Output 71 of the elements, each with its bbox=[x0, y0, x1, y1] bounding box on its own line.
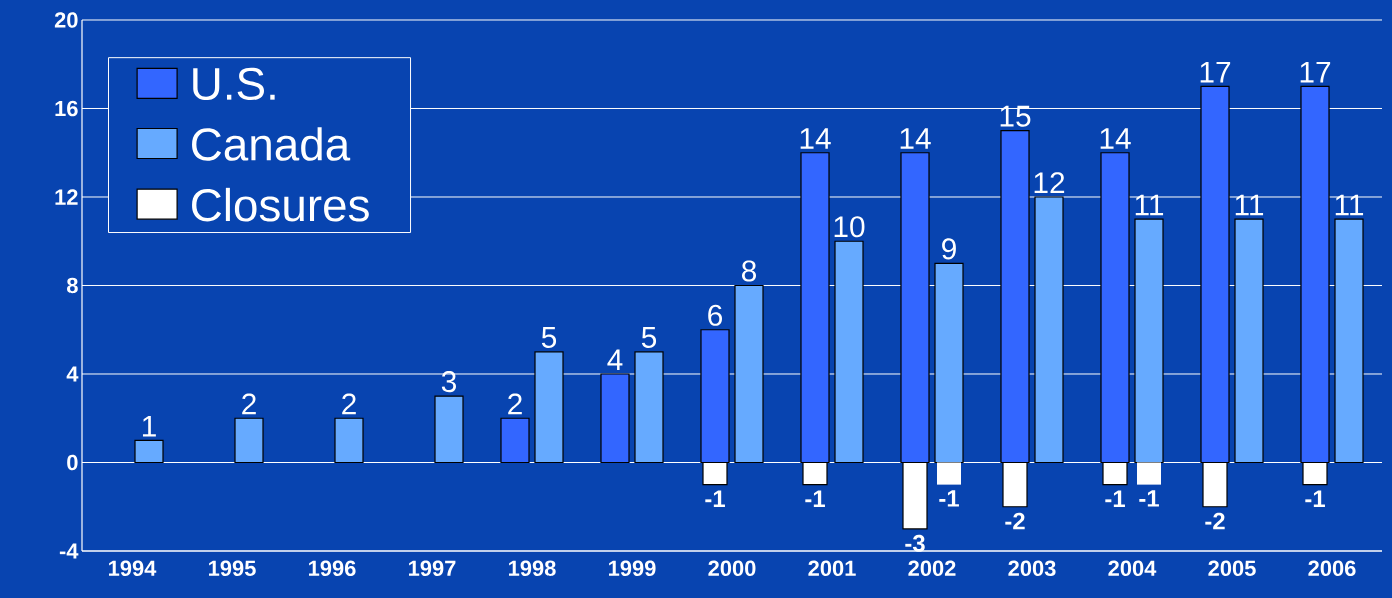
bar bbox=[834, 240, 864, 464]
data-label: 11 bbox=[1335, 194, 1364, 216]
x-tick-label: 2002 bbox=[908, 560, 956, 577]
bar bbox=[334, 417, 364, 464]
bar bbox=[434, 395, 464, 464]
legend-label: U.S. bbox=[193, 67, 275, 101]
data-label: 5 bbox=[641, 327, 657, 348]
x-tick-label: 1994 bbox=[109, 560, 157, 577]
y-tick-label: 12 bbox=[55, 189, 78, 205]
bar bbox=[734, 284, 764, 464]
data-label: 15 bbox=[1000, 105, 1031, 127]
x-tick-label: 2006 bbox=[1308, 560, 1356, 577]
bar bbox=[134, 439, 164, 464]
data-label: -1 bbox=[1305, 490, 1325, 507]
bar bbox=[500, 417, 530, 464]
bar bbox=[934, 262, 964, 464]
data-label: 14 bbox=[900, 128, 931, 149]
x-tick-label: 1998 bbox=[509, 560, 556, 577]
data-label: 14 bbox=[1100, 128, 1131, 149]
data-label: 12 bbox=[1034, 172, 1065, 194]
data-label: 9 bbox=[942, 238, 956, 260]
data-label: 11 bbox=[1135, 194, 1164, 216]
data-label: 2 bbox=[508, 393, 522, 415]
x-tick-label: 1996 bbox=[309, 560, 356, 577]
bar bbox=[1234, 218, 1264, 464]
x-tick-label: 2000 bbox=[708, 560, 756, 577]
bar bbox=[1034, 196, 1064, 464]
bar bbox=[1134, 218, 1164, 464]
bar bbox=[937, 462, 961, 485]
x-tick-label: 1997 bbox=[409, 560, 456, 577]
y-tick-label: -4 bbox=[59, 543, 79, 559]
data-label: -1 bbox=[939, 490, 959, 507]
data-label: 3 bbox=[441, 371, 456, 393]
legend-label: Canada bbox=[192, 127, 351, 161]
bar bbox=[1334, 218, 1364, 464]
data-label: 6 bbox=[708, 304, 722, 326]
bar bbox=[600, 373, 630, 464]
data-label: 2 bbox=[342, 393, 356, 415]
legend-label: Closures bbox=[192, 187, 369, 222]
data-label: 10 bbox=[834, 216, 865, 238]
data-label: 1 bbox=[142, 415, 156, 437]
x-tick-label: 1995 bbox=[209, 560, 256, 577]
y-tick-label: 4 bbox=[66, 366, 79, 382]
x-tick-label: 2005 bbox=[1208, 560, 1256, 577]
data-label: -1 bbox=[1139, 490, 1159, 507]
bar bbox=[534, 351, 564, 464]
data-label: -3 bbox=[905, 534, 925, 552]
x-tick-label: 1999 bbox=[609, 560, 656, 577]
bar bbox=[634, 351, 664, 464]
data-label: -2 bbox=[1005, 512, 1025, 530]
x-tick-label: 2003 bbox=[1008, 560, 1056, 577]
y-tick-label: 20 bbox=[54, 12, 78, 28]
data-label: 14 bbox=[800, 128, 831, 149]
data-label: 17 bbox=[1300, 61, 1331, 83]
data-label: 5 bbox=[541, 327, 557, 348]
y-tick-label: 0 bbox=[67, 454, 78, 471]
y-tick-label: 8 bbox=[66, 277, 78, 294]
data-label: 8 bbox=[741, 260, 757, 282]
data-label: 17 bbox=[1200, 61, 1231, 83]
data-label: 2 bbox=[242, 393, 256, 415]
data-label: 11 bbox=[1235, 194, 1264, 216]
data-label: -2 bbox=[1205, 512, 1225, 530]
data-label: -1 bbox=[705, 490, 725, 507]
bar bbox=[1137, 462, 1161, 485]
x-tick-label: 2004 bbox=[1108, 560, 1157, 577]
data-label: -1 bbox=[1105, 490, 1125, 507]
x-tick-label: 2001 bbox=[808, 560, 856, 577]
bar bbox=[234, 417, 264, 464]
data-label: 4 bbox=[607, 349, 623, 371]
data-label: -1 bbox=[805, 490, 825, 507]
y-tick-label: 16 bbox=[55, 100, 78, 117]
